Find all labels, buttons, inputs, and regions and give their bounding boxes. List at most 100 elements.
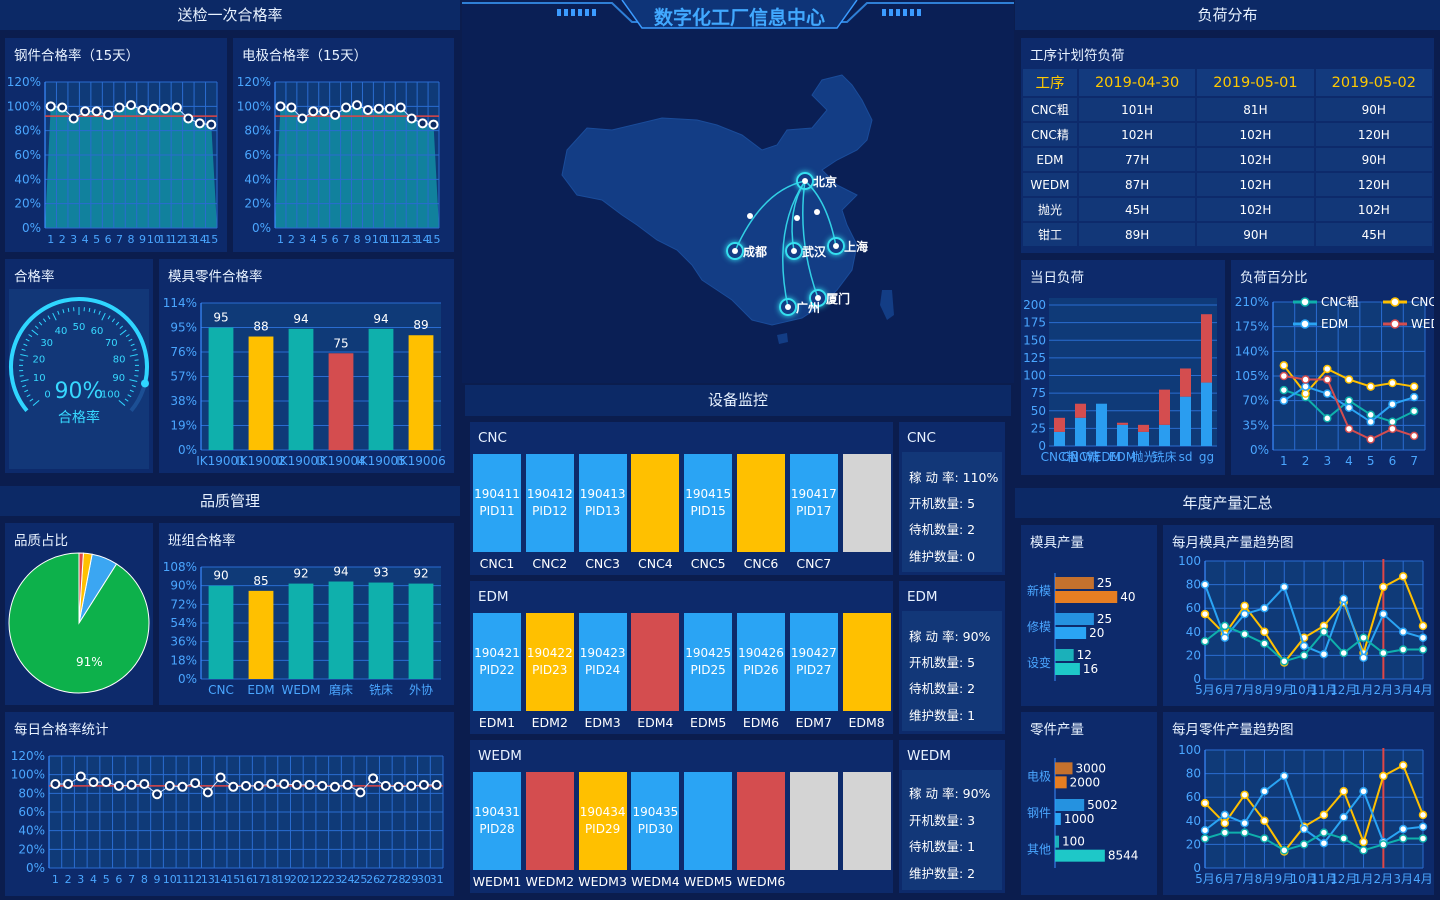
x-tick-label: 24 — [341, 873, 355, 886]
device-tile[interactable]: 190434 PID29 — [578, 772, 627, 870]
device-tile[interactable]: 190411 PID11 — [473, 454, 521, 552]
device-tile[interactable] — [525, 772, 574, 870]
map-city-marker[interactable] — [809, 289, 827, 307]
table-cell: 101H — [1078, 98, 1196, 121]
team-pass-chart: 0% 18% 36% 54% 72% 90% 108% 90 CNC 85 EDM 92 WEDM 94 磨… — [163, 560, 441, 697]
table-cell: 钳工 — [1023, 223, 1077, 246]
device-tile[interactable]: 190415 PID15 — [684, 454, 733, 552]
wedm-maint: 维护数量: 2 — [909, 866, 976, 881]
gauge-tick — [88, 307, 91, 313]
data-point — [1418, 822, 1428, 831]
data-point — [1200, 798, 1210, 808]
map-city-marker[interactable] — [796, 172, 814, 190]
gauge-tick — [119, 329, 127, 336]
section-title-quality: 品质管理 — [0, 486, 460, 516]
process-load-title: 工序计划符负荷 — [1030, 48, 1125, 64]
device-tile[interactable]: 190421 PID22 — [473, 613, 521, 711]
process-load-table: 工序 2019-04-30 2019-05-01 2019-05-02 CNC粗 101H… — [1021, 67, 1434, 248]
device-tile-label: WEDM6 — [736, 874, 786, 889]
x-tick-label: 5 — [93, 233, 100, 246]
device-tile[interactable] — [737, 454, 785, 552]
data-point — [1260, 834, 1269, 843]
table-cell: 89H — [1078, 223, 1196, 246]
map-city-marker[interactable] — [779, 298, 797, 316]
x-tick-label: 21 — [303, 873, 317, 886]
data-point — [1240, 790, 1249, 800]
device-tile[interactable]: 190412 PID12 — [525, 454, 574, 552]
device-tile[interactable]: 190435 PID30 — [631, 772, 680, 870]
device-tile[interactable] — [842, 613, 891, 711]
data-point — [1280, 771, 1289, 781]
data-point — [1260, 816, 1269, 826]
y-tick-label: 40 — [1186, 625, 1201, 639]
device-tile-label: WEDM1 — [472, 874, 522, 889]
data-point — [1301, 375, 1310, 384]
y-tick-label: 100 — [1023, 369, 1046, 383]
table-cell: 102H — [1197, 148, 1314, 171]
device-tile[interactable]: 190417 PID17 — [789, 454, 838, 552]
pass-rate-title: 合格率 — [14, 269, 55, 285]
x-tick-label: EDM — [1109, 450, 1136, 464]
data-point — [137, 104, 148, 115]
device-tile[interactable] — [631, 613, 680, 711]
device-tile[interactable] — [631, 454, 680, 552]
table-row: CNC粗 101H 81H 90H — [1023, 98, 1432, 121]
map-city-marker[interactable] — [827, 237, 845, 255]
map-city-marker[interactable] — [726, 242, 744, 260]
gauge-tick — [21, 348, 26, 351]
device-tile[interactable]: 190425 PID25 — [684, 613, 733, 711]
gauge-tick-label: 90 — [112, 373, 125, 384]
data-point — [1319, 838, 1329, 848]
y-tick-label: 20 — [1186, 837, 1201, 851]
table-cell: 102H — [1197, 123, 1314, 146]
x-tick-label: 22 — [315, 873, 329, 886]
device-tile[interactable]: 190426 PID26 — [737, 613, 785, 711]
data-point — [113, 780, 124, 791]
today-load-panel: 当日负荷 0 25 50 75 100 125 150 175 200 CNC粗 CNC精 WEDM E… — [1021, 260, 1225, 475]
data-point — [373, 103, 384, 114]
bar — [288, 583, 314, 679]
device-tile[interactable]: 190422 PID23 — [525, 613, 574, 711]
y-tick-label: 140% — [1235, 344, 1269, 358]
category-label: 新模 — [1027, 583, 1051, 598]
x-tick-label: 4 — [1345, 454, 1353, 468]
data-point — [1301, 389, 1310, 398]
data-point — [417, 118, 428, 129]
quality-share-panel: 品质占比 91% — [5, 523, 153, 705]
x-tick-label: 6 — [115, 873, 122, 886]
data-point — [1398, 761, 1408, 770]
data-label: 2000 — [1070, 775, 1101, 789]
device-tile[interactable]: 190431 PID28 — [473, 772, 521, 870]
device-tile[interactable] — [684, 772, 733, 870]
device-tile[interactable] — [789, 772, 838, 870]
data-label: 16 — [1083, 662, 1098, 676]
x-tick-label: 9 — [139, 233, 146, 246]
device-tile[interactable]: 190427 PID27 — [789, 613, 838, 711]
device-tile[interactable]: 190423 PID24 — [578, 613, 627, 711]
data-point — [1379, 648, 1388, 658]
device-tile-label: CNC7 — [796, 556, 832, 571]
table-cell: 102H — [1197, 173, 1314, 196]
device-tile[interactable] — [737, 772, 785, 870]
data-point — [152, 789, 163, 800]
edm-wait: 待机数量: 2 — [909, 681, 976, 696]
table-cell: 抛光 — [1023, 198, 1077, 221]
y-tick-label: 40% — [14, 172, 41, 186]
data-point — [1339, 834, 1348, 843]
x-tick-label: 8月 — [1255, 872, 1275, 886]
team-pass-title: 班组合格率 — [168, 533, 236, 549]
device-tile[interactable]: 190413 PID13 — [578, 454, 627, 552]
bar-segment — [1138, 424, 1149, 432]
x-tick-label: 4 — [82, 233, 89, 246]
table-cell: 90H — [1315, 98, 1432, 121]
legend-marker — [1390, 297, 1400, 307]
map-city-marker[interactable] — [785, 242, 803, 260]
x-tick-label: 16 — [239, 873, 253, 886]
data-point — [1280, 846, 1289, 855]
bar — [1055, 776, 1067, 789]
y-tick-label: 105% — [1235, 369, 1269, 383]
device-tile[interactable] — [842, 454, 891, 552]
data-label: 20 — [1089, 626, 1104, 640]
device-tile[interactable] — [842, 772, 891, 870]
